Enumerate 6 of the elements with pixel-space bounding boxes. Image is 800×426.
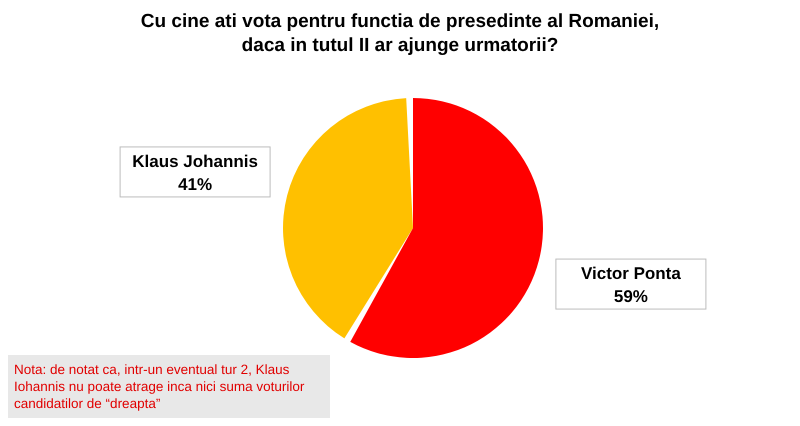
slice-label: Klaus Johannis [132, 152, 258, 171]
data-label: 59% [614, 287, 648, 306]
data-label: 41% [178, 174, 212, 194]
slice-label: Victor Ponta [580, 264, 682, 284]
text: Nota: de notat ca, intr-un eventual tur 2, Klaus Iohannis nu poate atrage inca nici suma voturilor candidatilor de “dreapta” [8, 355, 330, 418]
chart-title: Cu cine ati vota pentru functia de presedinte al Romaniei, daca in tutul II ar ajunge urmatorii? [140, 10, 660, 58]
